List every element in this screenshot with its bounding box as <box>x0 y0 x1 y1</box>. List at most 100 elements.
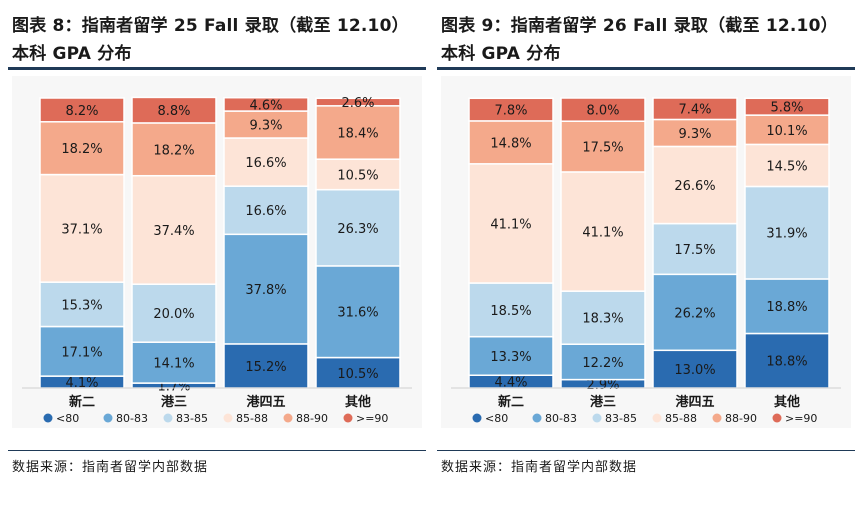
title-divider <box>8 67 426 70</box>
bar-segment-80-83 <box>652 273 738 352</box>
data-label: 17.5% <box>674 243 715 258</box>
data-label: 10.1% <box>766 124 807 139</box>
chart-title-line-2: 本科 GPA 分布 <box>12 44 132 64</box>
data-label: 37.1% <box>61 222 102 237</box>
data-label: 8.8% <box>157 104 190 119</box>
data-label: 15.2% <box>245 360 286 375</box>
data-label: 4.6% <box>249 98 282 113</box>
data-label: 14.1% <box>153 357 194 372</box>
legend-marker <box>43 413 53 423</box>
bar-segment-80-83 <box>131 341 217 384</box>
stacked-bar-chart: 4.1%17.1%15.3%37.1%18.2%8.2%新二1.7%14.1%2… <box>12 76 422 428</box>
data-label: 26.2% <box>674 306 715 321</box>
legend-label: >=90 <box>356 412 388 425</box>
legend-marker <box>592 413 602 423</box>
bar-segment-lt80 <box>223 343 309 389</box>
data-label: 7.4% <box>678 103 711 118</box>
chart-title-line-1: 图表 9：指南者留学 26 Fall 录取（截至 12.10） <box>441 16 838 36</box>
bar-segment-gte90 <box>223 96 309 112</box>
source-divider <box>437 450 855 451</box>
data-label: 26.6% <box>674 179 715 194</box>
data-label: 18.8% <box>766 355 807 370</box>
data-label: 15.3% <box>61 298 102 313</box>
legend-marker <box>712 413 722 423</box>
legend-label: 83-85 <box>176 412 208 425</box>
bar-segment-80-83 <box>468 335 554 376</box>
bar-segment-80-83 <box>223 233 309 345</box>
chart-title-line-2: 本科 GPA 分布 <box>441 44 561 64</box>
bar-segment-88-90 <box>652 118 738 148</box>
data-label: 31.9% <box>766 227 807 242</box>
legend-marker <box>652 413 662 423</box>
data-label: 8.0% <box>586 104 619 119</box>
bar-segment-gte90 <box>560 97 646 122</box>
data-label: 4.4% <box>494 376 527 391</box>
data-label: 18.3% <box>582 312 623 327</box>
data-label: 41.1% <box>582 226 623 241</box>
legend-marker <box>343 413 353 423</box>
data-label: 10.5% <box>337 168 378 183</box>
data-label: 17.5% <box>582 141 623 156</box>
legend-label: 80-83 <box>116 412 148 425</box>
data-label: 14.5% <box>766 159 807 174</box>
bar-segment-80-83 <box>39 325 125 377</box>
bar-segment-80-83 <box>560 343 646 381</box>
bar-segment-83-85 <box>315 188 401 267</box>
data-label: 13.3% <box>490 350 531 365</box>
bar-segment-lt80 <box>744 332 830 389</box>
legend-marker <box>163 413 173 423</box>
data-label: 18.2% <box>153 143 194 158</box>
data-label: 4.1% <box>65 376 98 391</box>
data-source-note: 数据来源：指南者留学内部数据 <box>441 460 638 475</box>
bar-segment-83-85 <box>744 185 830 280</box>
legend-label: 85-88 <box>665 412 697 425</box>
bar-segment-88-90 <box>744 114 830 146</box>
data-label: 37.4% <box>153 224 194 239</box>
legend-marker <box>223 413 233 423</box>
x-tick-label: 其他 <box>774 394 800 410</box>
legend-label: <80 <box>485 412 508 425</box>
data-label: 12.2% <box>582 356 623 371</box>
chart-title: 图表 8：指南者留学 25 Fall 录取（截至 12.10） 本科 GPA 分… <box>12 12 427 68</box>
bar-segment-85-88 <box>223 137 309 187</box>
data-label: 8.2% <box>65 104 98 119</box>
data-label: 13.0% <box>674 363 715 378</box>
data-label: 20.0% <box>153 307 194 322</box>
data-source-note: 数据来源：指南者留学内部数据 <box>12 460 209 475</box>
data-label: 9.3% <box>678 127 711 142</box>
bar-segment-85-88 <box>744 143 830 188</box>
legend-label: >=90 <box>785 412 817 425</box>
data-label: 9.3% <box>249 119 282 134</box>
bar-segment-85-88 <box>560 171 646 292</box>
chart-panel-right: 图表 9：指南者留学 26 Fall 录取（截至 12.10） 本科 GPA 分… <box>437 0 857 508</box>
legend-label: 85-88 <box>236 412 268 425</box>
data-label: 18.5% <box>490 304 531 319</box>
data-label: 10.5% <box>337 367 378 382</box>
data-label: 41.1% <box>490 217 531 232</box>
legend-marker <box>532 413 542 423</box>
source-divider <box>8 450 426 451</box>
chart-title-line-1: 图表 8：指南者留学 25 Fall 录取（截至 12.10） <box>12 16 409 36</box>
data-label: 18.4% <box>337 127 378 142</box>
legend-label: 88-90 <box>725 412 757 425</box>
bar-segment-gte90 <box>468 97 554 122</box>
x-tick-label: 港三 <box>590 394 616 410</box>
chart-panel-left: 图表 8：指南者留学 25 Fall 录取（截至 12.10） 本科 GPA 分… <box>8 0 428 508</box>
data-label: 26.3% <box>337 222 378 237</box>
legend-label: 88-90 <box>296 412 328 425</box>
bar-segment-80-83 <box>315 265 401 359</box>
stacked-bar-chart: 4.4% 13.3% 18.5% 41.1% 14.8% 7.8% 新二 2.9% 12.2% 1… <box>441 76 851 428</box>
x-tick-label: 新二 <box>69 394 95 410</box>
legend-marker <box>772 413 782 423</box>
legend-label: 80-83 <box>545 412 577 425</box>
bar-segment-gte90 <box>131 96 217 124</box>
bar-segment-lt80 <box>315 356 401 389</box>
legend-marker <box>103 413 113 423</box>
title-divider <box>437 67 855 70</box>
legend-label: 83-85 <box>605 412 637 425</box>
bar-segment-gte90 <box>744 97 830 116</box>
data-label: 7.8% <box>494 104 527 119</box>
data-label: 2.9% <box>586 378 619 393</box>
data-label: 37.8% <box>245 283 286 298</box>
data-label: 16.6% <box>245 204 286 219</box>
